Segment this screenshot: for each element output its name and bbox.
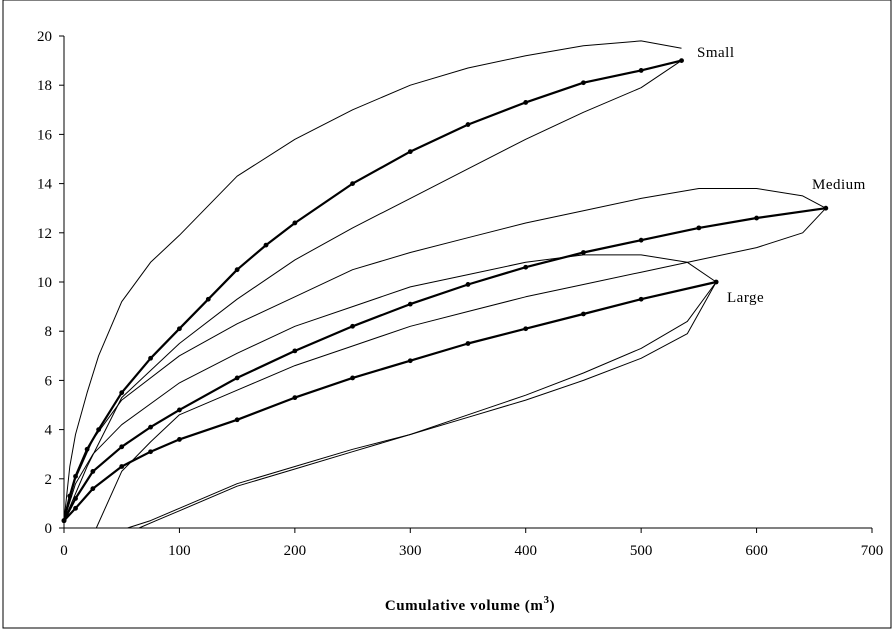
x-tick-label: 0 xyxy=(60,543,68,559)
series-label-medium: Medium xyxy=(812,177,866,193)
data-point-small xyxy=(350,181,355,187)
y-tick-label: 18 xyxy=(37,78,52,94)
data-point-small xyxy=(523,100,529,105)
data-point-medium xyxy=(292,348,298,354)
data-point-medium xyxy=(754,215,759,221)
series-label-large: Large xyxy=(727,290,764,306)
y-tick-label: 20 xyxy=(37,29,52,45)
data-point-large xyxy=(234,417,240,423)
series-line-large-lower-bound-2 xyxy=(138,281,717,529)
data-point-medium xyxy=(350,323,355,329)
data-point-medium xyxy=(407,301,413,307)
data-point-medium xyxy=(465,282,471,287)
series-line-large-upper-bound xyxy=(63,254,717,521)
data-point-medium xyxy=(581,250,586,255)
series-line-small-lower-bound xyxy=(63,60,682,521)
data-point-small xyxy=(234,267,240,273)
series-line-medium-upper-bound xyxy=(63,188,827,521)
data-point-medium xyxy=(523,264,529,270)
data-point-large xyxy=(523,326,529,332)
data-point-large xyxy=(61,518,67,524)
data-point-large xyxy=(581,311,586,317)
y-tick-label: 16 xyxy=(37,127,53,143)
data-point-small xyxy=(205,296,211,302)
data-point-medium xyxy=(148,424,153,430)
data-point-small xyxy=(581,80,586,86)
x-axis-title-superscript: 3 xyxy=(543,594,549,606)
data-point-large xyxy=(90,486,96,492)
data-point-medium xyxy=(696,225,702,231)
x-tick-label: 400 xyxy=(514,543,537,559)
data-point-small xyxy=(292,220,298,226)
data-point-medium xyxy=(73,496,78,501)
data-point-small xyxy=(96,427,102,432)
data-point-small xyxy=(148,355,153,361)
data-point-large xyxy=(407,358,413,364)
data-point-small xyxy=(263,242,269,248)
data-point-large xyxy=(73,505,78,511)
x-ticks: 0 100 200 300 400 500 600 700 xyxy=(60,528,883,559)
x-tick-label: 300 xyxy=(399,543,422,559)
data-point-medium xyxy=(90,469,96,474)
x-tick-label: 600 xyxy=(745,543,768,559)
y-tick-label: 2 xyxy=(45,472,53,488)
x-tick-label: 100 xyxy=(168,543,191,559)
series-layer xyxy=(61,40,829,529)
x-tick-label: 200 xyxy=(284,543,307,559)
y-tick-label: 8 xyxy=(45,324,53,340)
x-tick-label: 500 xyxy=(630,543,653,559)
data-point-large xyxy=(119,464,125,469)
series-line-medium-lower-bound xyxy=(95,207,827,529)
y-ticks: 0 2 4 6 8 10 12 14 16 18 20 xyxy=(37,29,64,537)
series-label-small: Small xyxy=(697,45,735,61)
data-point-medium xyxy=(119,444,125,450)
x-axis-title: Cumulative volume (m3) xyxy=(385,594,555,614)
data-point-medium xyxy=(234,375,240,381)
data-point-large xyxy=(638,296,644,302)
data-point-large xyxy=(148,449,153,455)
data-point-medium xyxy=(177,407,182,413)
data-point-small xyxy=(638,68,644,73)
data-point-large xyxy=(177,437,182,442)
y-tick-label: 4 xyxy=(45,423,53,439)
x-tick-label: 700 xyxy=(861,543,884,559)
data-point-small xyxy=(177,326,182,332)
y-tick-label: 0 xyxy=(45,521,53,537)
x-axis-title-suffix: ) xyxy=(550,598,556,614)
y-tick-label: 14 xyxy=(37,177,53,193)
data-point-small xyxy=(465,122,471,127)
x-axis-title-text: Cumulative volume (m xyxy=(385,598,544,614)
data-point-large xyxy=(465,341,471,346)
data-point-small xyxy=(407,149,413,155)
y-tick-label: 12 xyxy=(37,226,52,242)
data-point-large xyxy=(292,395,298,401)
series-line-small-upper-bound xyxy=(63,40,682,521)
data-point-large xyxy=(350,375,355,381)
y-tick-label: 10 xyxy=(37,275,52,291)
y-tick-label: 6 xyxy=(45,373,53,389)
data-point-medium xyxy=(638,237,644,243)
data-point-small xyxy=(119,390,125,396)
